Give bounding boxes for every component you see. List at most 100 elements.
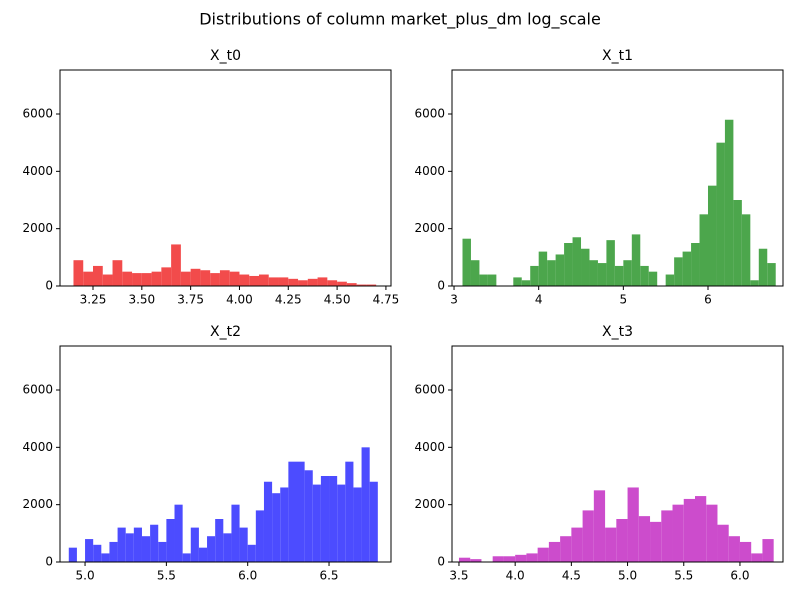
subplot-title: X_t2 [210,324,241,340]
subplot-title: X_t0 [210,48,241,64]
histogram-bar [581,248,590,286]
histogram-bar [366,284,377,286]
histogram-bar [479,274,488,286]
histogram-bar [623,260,632,286]
x-tick-label: 5.5 [157,569,176,583]
histogram-bar [640,265,649,286]
axes-frame [59,69,392,287]
histogram-bar [691,243,700,286]
y-tick-label: 4000 [22,164,53,178]
x-tick-label: 4.75 [373,293,400,307]
histogram-bar [101,553,110,562]
x-tick-label: 6.0 [730,569,749,583]
histogram-bar [470,260,480,286]
histogram-bar [182,553,191,562]
x-tick-label: 5.0 [76,569,95,583]
histogram-bar [288,461,297,562]
histogram-bar [758,248,768,286]
histogram-bar [132,273,142,286]
x-tick-label: 6.0 [238,569,257,583]
axes-frame [451,69,784,287]
histogram-bar [526,553,538,562]
x-tick-label: 4.5 [562,569,581,583]
histogram-bar [337,484,346,562]
x-tick-label: 5 [620,293,628,307]
histogram-bar [288,278,299,286]
y-tick-label: 2000 [414,221,445,235]
y-tick-label: 6000 [22,107,53,121]
histogram-bar [627,487,639,562]
histogram-bar [207,536,216,562]
y-tick-label: 0 [437,279,445,293]
histogram-bar [547,260,556,286]
histogram-bar [258,274,269,286]
histogram-bar [717,524,729,562]
histogram-bar [462,238,471,286]
histogram-bar [337,281,347,286]
histogram-bar [605,527,617,562]
histogram-bar [571,527,583,562]
histogram-bar [665,274,675,286]
histogram-bar [538,251,548,286]
y-tick-label: 4000 [414,164,445,178]
histogram-bar [564,243,573,286]
y-tick-label: 0 [437,555,445,569]
histogram-bar [249,275,259,286]
histogram-bar [694,496,707,562]
histogram-bar [329,476,338,562]
histogram-bar [706,504,718,562]
histogram-bar [521,280,531,286]
histogram-bar [345,461,354,562]
histogram-bar [102,274,113,286]
histogram-bar [278,277,289,286]
histogram-bar [560,536,572,562]
histogram-bar [190,268,201,286]
histogram-bar [751,553,763,562]
histogram-bar [141,536,151,562]
histogram-bar [272,493,281,562]
histogram-bar [572,237,582,286]
histogram-bar [762,539,774,562]
histogram-bar [174,504,183,562]
y-tick-label: 2000 [22,221,53,235]
x-tick-label: 5.5 [674,569,693,583]
histogram-bar [515,554,527,562]
histogram-bar [716,142,725,286]
histogram-bar [255,510,264,562]
histogram-bar [733,200,742,286]
histogram-bar [268,277,279,286]
y-tick-label: 2000 [414,497,445,511]
x-tick-label: 4.50 [324,293,351,307]
histogram-bar [223,533,232,562]
histogram-bar [117,527,126,562]
histogram-bar [589,260,598,286]
x-tick-label: 3 [450,293,458,307]
histogram-bar [210,273,220,286]
histogram-bar [487,274,497,286]
histogram-bar [263,481,273,562]
y-tick-label: 4000 [414,440,445,454]
histogram-bar [298,280,308,286]
histogram-bar [171,244,181,286]
histogram-bar [597,263,607,286]
axes-frame [59,345,392,563]
histogram-bar [530,265,539,286]
axes-frame [451,345,784,563]
histogram-bar [122,271,133,286]
histogram-bar [458,557,471,562]
histogram-bar [219,270,230,286]
histogram-bar [356,284,367,286]
x-tick-label: 6.5 [319,569,338,583]
histogram-bar [161,267,172,286]
histogram-bar [109,541,118,562]
histogram-bar [200,270,211,286]
y-tick-label: 0 [45,555,53,569]
x-tick-label: 4.00 [226,293,253,307]
histogram-bar [672,504,684,562]
histogram-bar [125,533,134,562]
histogram-bar [158,541,167,562]
histogram-bar [190,527,199,562]
histogram-bar [548,541,561,562]
histogram-bar [582,510,594,562]
